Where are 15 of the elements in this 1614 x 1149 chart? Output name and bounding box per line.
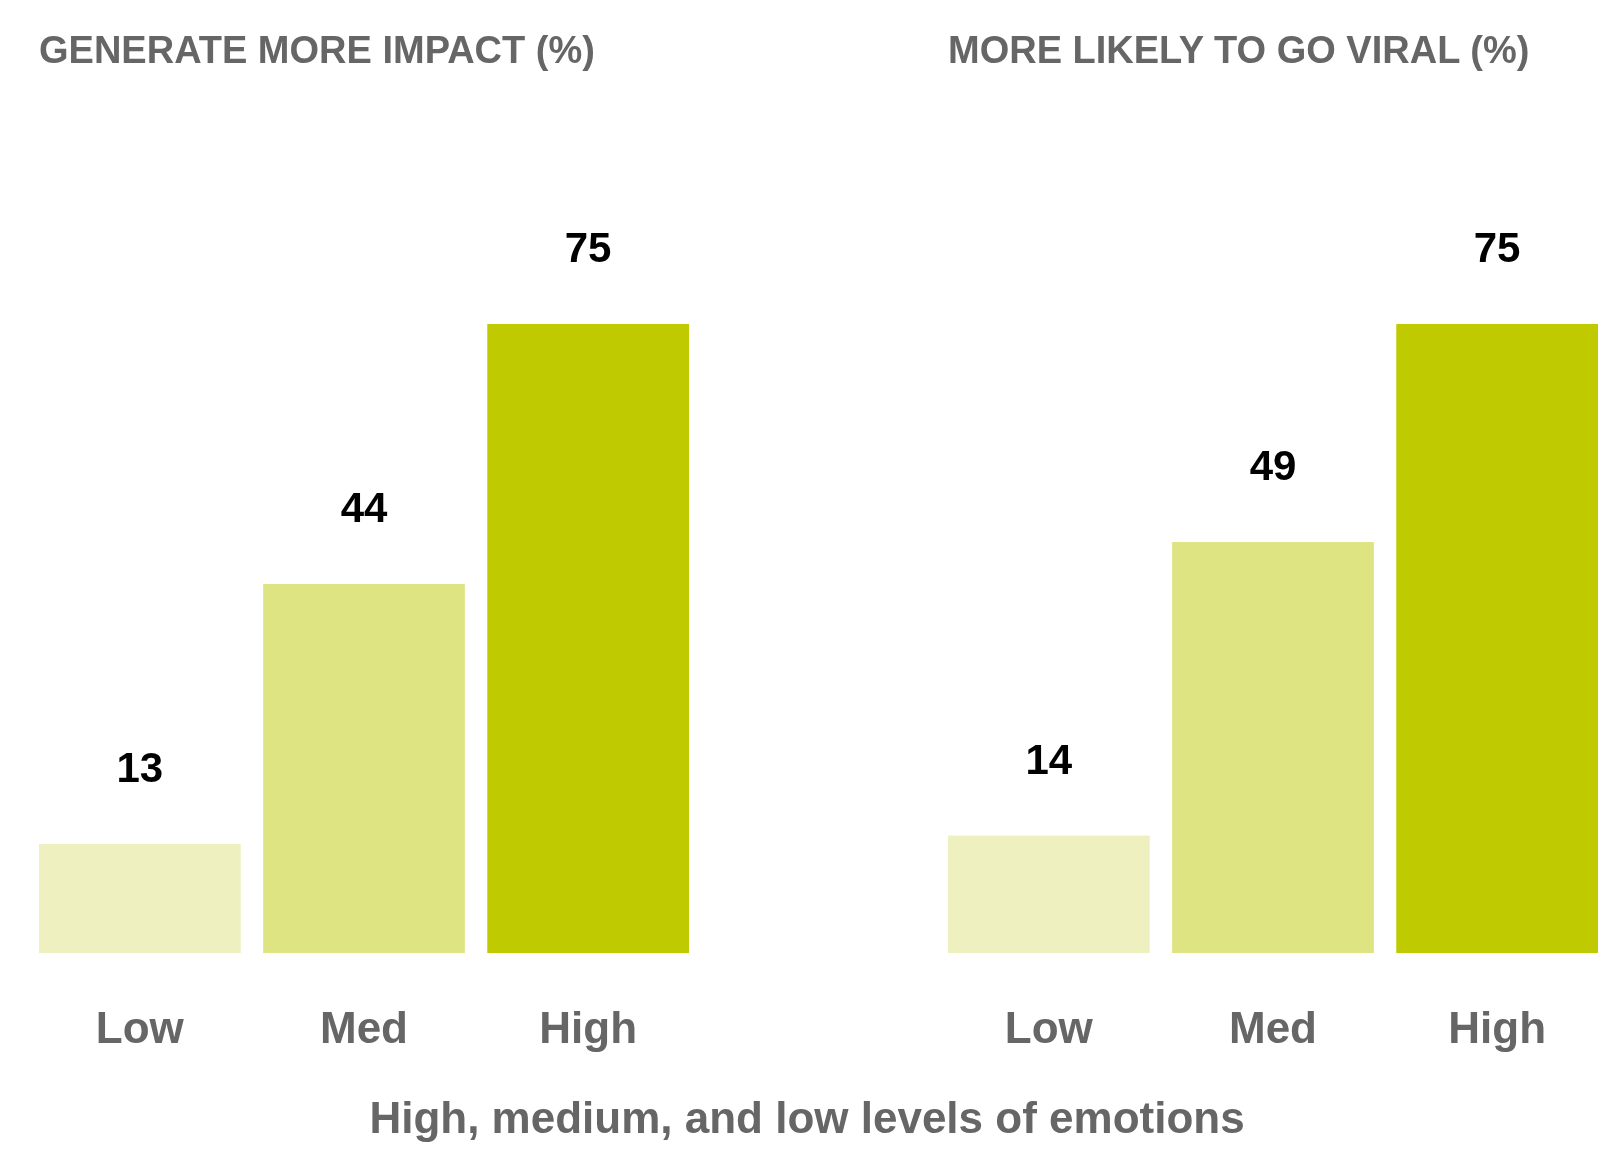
chart-title: MORE LIKELY TO GO VIRAL (%)	[948, 29, 1530, 71]
x-tick-label: Low	[95, 1003, 185, 1052]
x-axis-title: High, medium, and low levels of emotions	[369, 1093, 1245, 1142]
data-label: 14	[1025, 735, 1073, 783]
data-label: 13	[116, 743, 164, 791]
data-label: 75	[564, 224, 612, 271]
x-tick-label: Low	[1004, 1003, 1094, 1052]
data-label: 44	[340, 483, 388, 531]
x-tick-label: Med	[1229, 1003, 1317, 1052]
data-label: 49	[1249, 442, 1297, 490]
x-tick-label: High	[539, 1003, 638, 1052]
x-tick-label: High	[1448, 1003, 1547, 1052]
x-tick-label: Med	[320, 1003, 408, 1052]
chart-title: GENERATE MORE IMPACT (%)	[39, 29, 595, 71]
data-label: 75	[1473, 224, 1521, 271]
